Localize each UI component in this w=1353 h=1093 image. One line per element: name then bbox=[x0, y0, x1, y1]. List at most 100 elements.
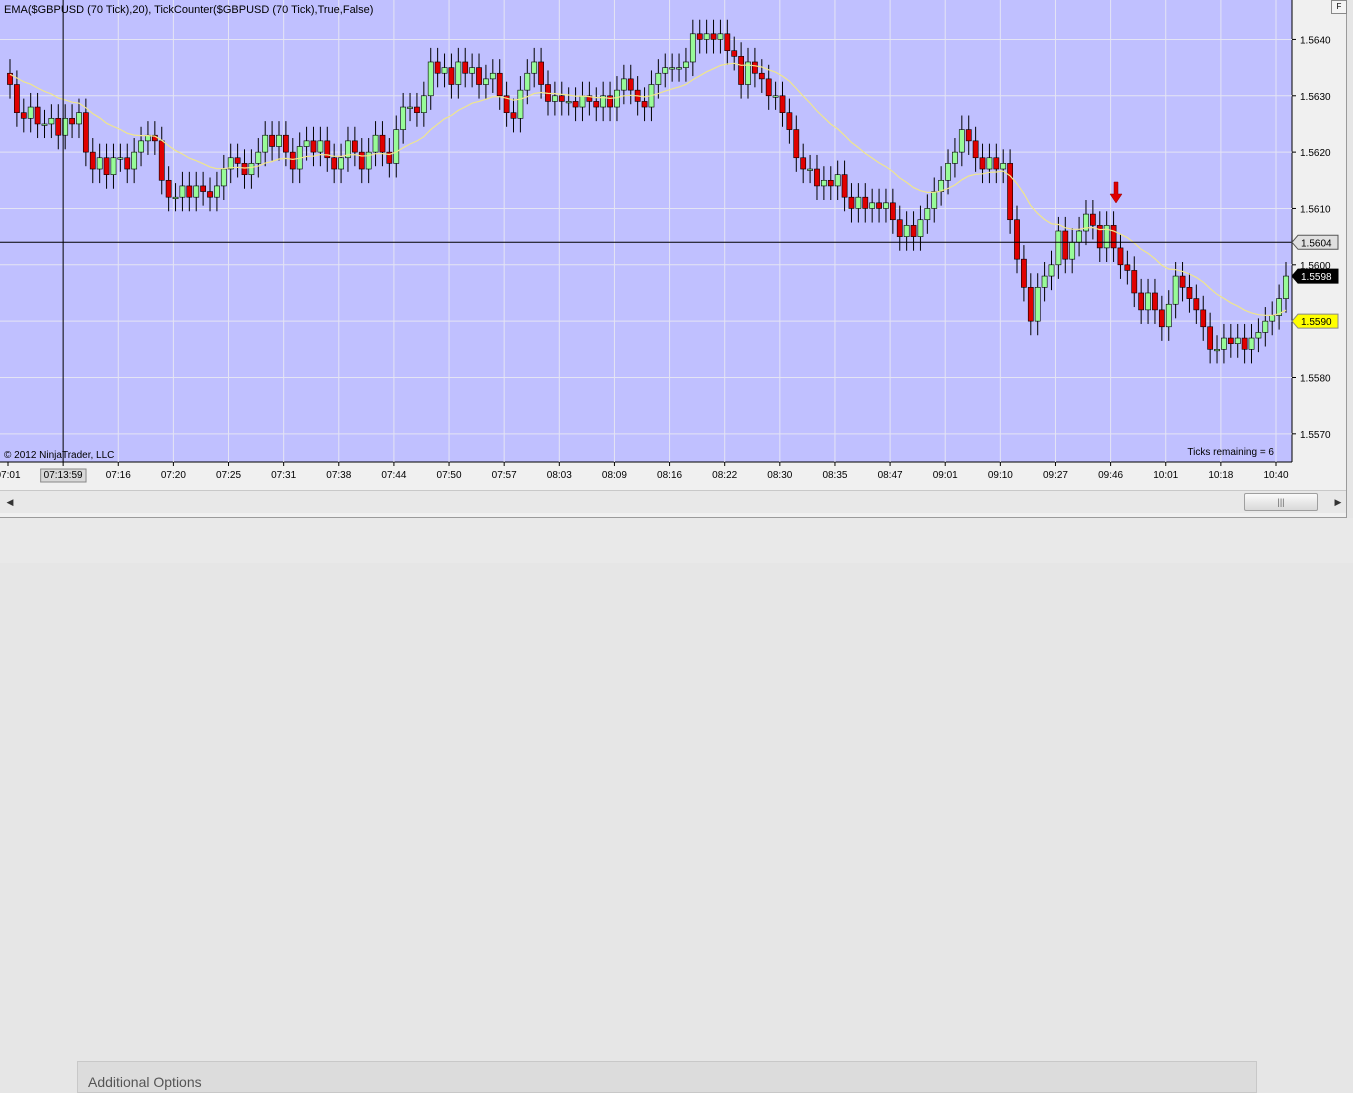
candle-up bbox=[483, 78, 489, 85]
x-tick-label: 07:25 bbox=[216, 470, 241, 481]
candle-up bbox=[1276, 298, 1282, 316]
candle-down bbox=[186, 185, 193, 198]
candle-up bbox=[1055, 230, 1062, 266]
ema-price-label-box bbox=[1291, 313, 1339, 329]
chart-window: 1.5640 1.5630 1.5620 1.5610 1.5600 1.5590 1.55… bbox=[0, 0, 1347, 518]
down-arrow-icon bbox=[1109, 181, 1123, 204]
candle-down bbox=[862, 196, 869, 209]
crosshair-price-label-box bbox=[1291, 234, 1339, 250]
candle-up bbox=[703, 33, 710, 40]
candle-up bbox=[255, 151, 262, 164]
y-tick-label: 1.5620 bbox=[1300, 148, 1331, 159]
candle-down bbox=[20, 112, 27, 119]
candle-down bbox=[289, 151, 296, 170]
scroll-left-arrow-icon[interactable]: ◀ bbox=[6, 497, 14, 507]
candle-up bbox=[96, 157, 103, 170]
ema-line bbox=[9, 62, 1287, 317]
x-tick-label: 09:10 bbox=[988, 470, 1013, 481]
candle-down bbox=[1200, 309, 1207, 328]
candle-down bbox=[876, 202, 882, 209]
candle-down bbox=[1152, 292, 1158, 311]
candle-up bbox=[48, 118, 55, 125]
candle-down bbox=[814, 168, 820, 187]
candle-down bbox=[1186, 287, 1193, 299]
x-tick-label: 10:01 bbox=[1153, 470, 1178, 481]
candle-down bbox=[283, 134, 289, 153]
candle-down bbox=[7, 72, 13, 85]
candle-down bbox=[1241, 337, 1248, 350]
x-tick-label: 07:44 bbox=[381, 470, 406, 481]
candle-up bbox=[620, 78, 627, 91]
ticks-remaining-label: Ticks remaining = 6 bbox=[1187, 447, 1274, 458]
candle-up bbox=[110, 157, 117, 175]
y-tick-label: 1.5610 bbox=[1300, 204, 1331, 215]
last-price-label-text: 1.5598 bbox=[1301, 272, 1332, 283]
y-tick-label: 1.5630 bbox=[1300, 92, 1331, 103]
candle-down bbox=[55, 118, 62, 136]
candle-up bbox=[469, 67, 476, 74]
x-tick-label: 07:38 bbox=[326, 470, 351, 481]
candle-up bbox=[393, 129, 400, 164]
candle-up bbox=[27, 106, 34, 119]
candle-down bbox=[310, 140, 317, 153]
x-tick-label: 08:09 bbox=[602, 470, 627, 481]
candle-up bbox=[489, 72, 496, 80]
candle-up bbox=[372, 134, 379, 153]
candle-up bbox=[745, 61, 751, 85]
candle-down bbox=[1117, 247, 1124, 266]
scroll-thumb[interactable]: ||| bbox=[1244, 493, 1318, 511]
candle-down bbox=[89, 151, 96, 170]
time-axis: 07:01 07:13:59 07:16 07:20 07:25 07:31 07:38 07… bbox=[0, 462, 1289, 483]
candle-up bbox=[1069, 241, 1076, 260]
candle-down bbox=[786, 112, 793, 130]
candle-up bbox=[1145, 292, 1151, 311]
x-tick-label: 08:22 bbox=[712, 470, 737, 481]
candle-down bbox=[1207, 326, 1214, 350]
candle-up bbox=[662, 67, 669, 74]
horizontal-scrollbar[interactable]: ◀ ||| ▶ bbox=[0, 490, 1346, 513]
candle-up bbox=[131, 151, 138, 170]
x-tick-label: 07:20 bbox=[161, 470, 186, 481]
candle-down bbox=[434, 61, 441, 74]
candle-down bbox=[331, 157, 338, 170]
candle-down bbox=[889, 202, 896, 221]
candle-down bbox=[496, 72, 503, 97]
candle-up bbox=[455, 61, 462, 85]
candle-up bbox=[565, 101, 572, 104]
candle-down bbox=[462, 61, 469, 74]
candle-down bbox=[979, 157, 986, 170]
candle-up bbox=[62, 118, 69, 136]
x-tick-label: 07:01 bbox=[0, 470, 21, 481]
candle-down bbox=[965, 129, 972, 142]
candle-up bbox=[1076, 230, 1082, 243]
candle-down bbox=[324, 140, 331, 159]
candle-down bbox=[558, 95, 565, 102]
time-axis-panel bbox=[0, 462, 1292, 490]
candle-down bbox=[1138, 292, 1145, 311]
candle-down bbox=[207, 191, 213, 198]
additional-options-panel[interactable]: Additional Options bbox=[77, 1061, 1257, 1093]
candle-down bbox=[607, 95, 613, 108]
price-chart[interactable]: 1.5640 1.5630 1.5620 1.5610 1.5600 1.5590 1.55… bbox=[0, 0, 1346, 490]
candle-down bbox=[269, 134, 275, 147]
candle-down bbox=[793, 129, 800, 159]
candle-down bbox=[848, 196, 855, 209]
candle-down bbox=[710, 33, 717, 40]
candle-down bbox=[779, 95, 786, 113]
crosshair-price-label-text: 1.5604 bbox=[1301, 238, 1332, 249]
candle-up bbox=[76, 112, 82, 125]
candle-up bbox=[138, 140, 144, 153]
candle-up bbox=[1283, 275, 1289, 299]
candle-down bbox=[696, 33, 703, 40]
candle-up bbox=[400, 106, 407, 130]
candle-up bbox=[317, 140, 324, 153]
candle-up bbox=[655, 72, 662, 85]
candle-down bbox=[200, 185, 207, 192]
candle-down bbox=[82, 112, 89, 153]
scroll-right-arrow-icon[interactable]: ▶ bbox=[1334, 497, 1342, 507]
page-below-chart: Additional Options bbox=[0, 518, 1353, 1093]
candle-up bbox=[924, 208, 931, 221]
panel-f-button[interactable]: F bbox=[1331, 0, 1347, 14]
candle-down bbox=[1179, 275, 1186, 288]
candle-down bbox=[1007, 163, 1013, 221]
